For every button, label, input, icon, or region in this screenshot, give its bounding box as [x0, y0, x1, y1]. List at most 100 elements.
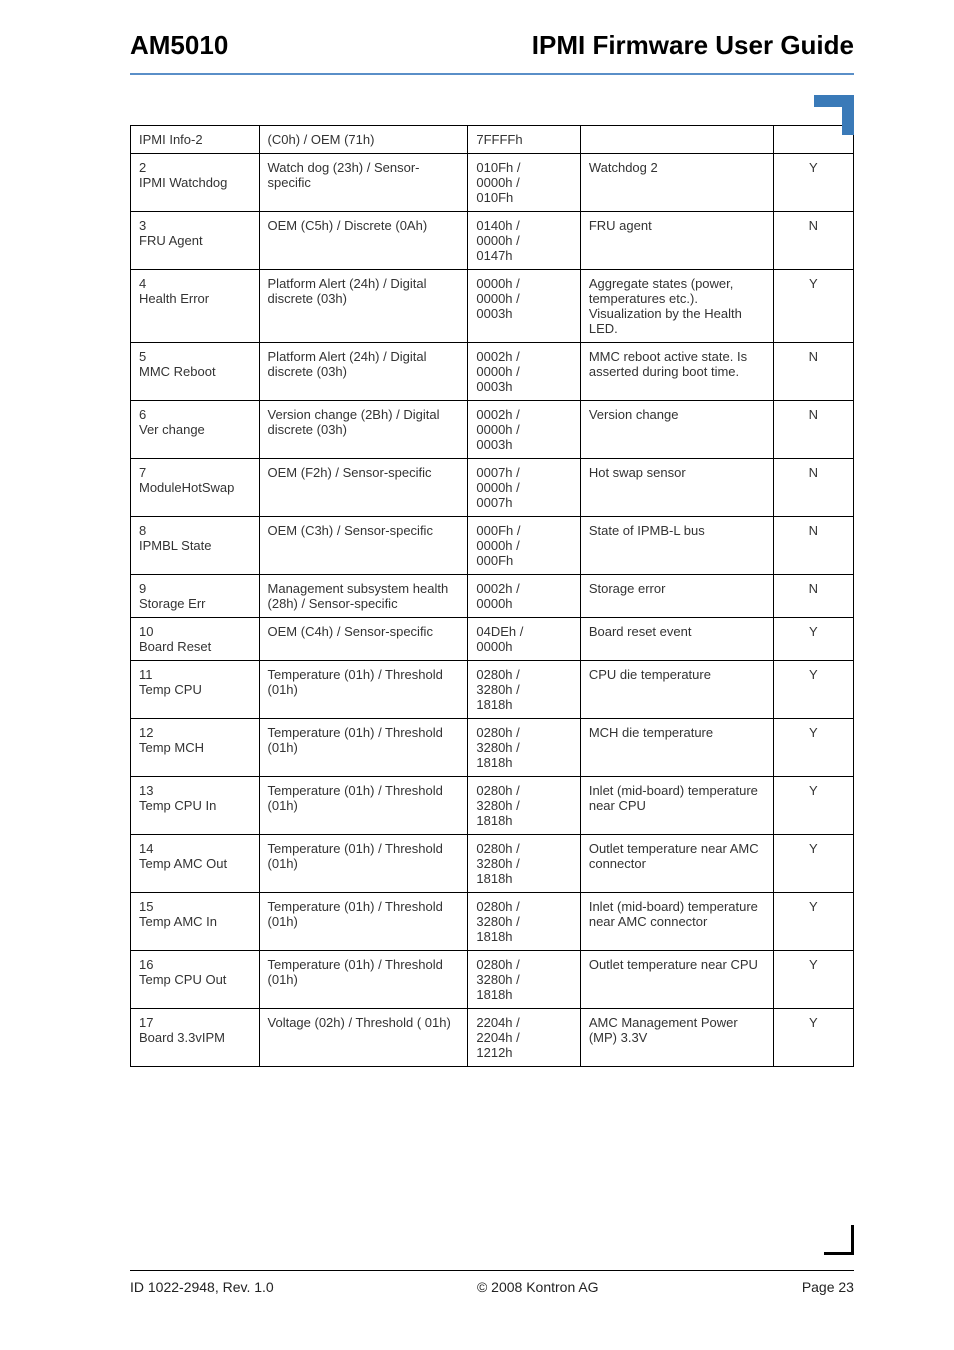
- sensor-name: Ver change: [139, 422, 251, 437]
- sensor-number: 5: [139, 349, 251, 364]
- cell-description: CPU die temperature: [580, 661, 773, 719]
- mask-line: 0000h /: [476, 364, 571, 379]
- mask-line: 1818h: [476, 929, 571, 944]
- mask-line: 0000h: [476, 639, 571, 654]
- cell-description: Inlet (mid-board) temperature near AMC c…: [580, 893, 773, 951]
- sensor-number: 15: [139, 899, 251, 914]
- sensor-number: IPMI Info-2: [139, 132, 251, 147]
- cell-description: MCH die temperature: [580, 719, 773, 777]
- mask-line: 0003h: [476, 306, 571, 321]
- cell-type: Platform Alert (24h) / Digital discrete …: [259, 343, 468, 401]
- cell-type: OEM (C5h) / Discrete (0Ah): [259, 212, 468, 270]
- cell-event: N: [773, 517, 853, 575]
- cell-event: N: [773, 401, 853, 459]
- mask-line: 0000h /: [476, 276, 571, 291]
- mask-line: 0002h /: [476, 581, 571, 596]
- cell-type: Voltage (02h) / Threshold ( 01h): [259, 1009, 468, 1067]
- cell-sensor: 9Storage Err: [131, 575, 260, 618]
- cell-description: Inlet (mid-board) temperature near CPU: [580, 777, 773, 835]
- mask-line: 1818h: [476, 987, 571, 1002]
- cell-sensor: 16Temp CPU Out: [131, 951, 260, 1009]
- sensor-number: 14: [139, 841, 251, 856]
- cell-event: Y: [773, 618, 853, 661]
- mask-line: 2204h /: [476, 1030, 571, 1045]
- cell-event: Y: [773, 154, 853, 212]
- cell-sensor: 10Board Reset: [131, 618, 260, 661]
- cell-event: Y: [773, 1009, 853, 1067]
- cell-type: (C0h) / OEM (71h): [259, 126, 468, 154]
- mask-line: 3280h /: [476, 740, 571, 755]
- cell-sensor: 17Board 3.3vIPM: [131, 1009, 260, 1067]
- sensor-number: 13: [139, 783, 251, 798]
- table-row: 6Ver changeVersion change (2Bh) / Digita…: [131, 401, 854, 459]
- mask-line: 000Fh /: [476, 523, 571, 538]
- mask-line: 0000h /: [476, 480, 571, 495]
- mask-line: 0000h /: [476, 233, 571, 248]
- cell-sensor: 5MMC Reboot: [131, 343, 260, 401]
- cell-description: MMC reboot active state. Is asserted dur…: [580, 343, 773, 401]
- cell-description: Board reset event: [580, 618, 773, 661]
- cell-sensor: 4Health Error: [131, 270, 260, 343]
- sensor-name: Health Error: [139, 291, 251, 306]
- cell-type: Temperature (01h) / Threshold (01h): [259, 835, 468, 893]
- corner-decoration-top: [814, 95, 854, 135]
- cell-event: Y: [773, 835, 853, 893]
- cell-description: Storage error: [580, 575, 773, 618]
- cell-event: N: [773, 343, 853, 401]
- cell-mask: 0280h /3280h /1818h: [468, 661, 580, 719]
- mask-line: 0147h: [476, 248, 571, 263]
- cell-mask: 0007h /0000h /0007h: [468, 459, 580, 517]
- cell-mask: 2204h /2204h /1212h: [468, 1009, 580, 1067]
- cell-mask: 0002h /0000h: [468, 575, 580, 618]
- table-row: 17Board 3.3vIPMVoltage (02h) / Threshold…: [131, 1009, 854, 1067]
- sensor-number: 3: [139, 218, 251, 233]
- mask-line: 0002h /: [476, 349, 571, 364]
- cell-mask: 0280h /3280h /1818h: [468, 777, 580, 835]
- mask-line: 000Fh: [476, 553, 571, 568]
- cell-description: Aggregate states (power, temperatures et…: [580, 270, 773, 343]
- cell-type: Management subsystem health (28h) / Sens…: [259, 575, 468, 618]
- sensor-table: IPMI Info-2(C0h) / OEM (71h)7FFFFh2IPMI …: [130, 125, 854, 1067]
- table-row: 16Temp CPU OutTemperature (01h) / Thresh…: [131, 951, 854, 1009]
- page-header: AM5010 IPMI Firmware User Guide: [130, 30, 854, 75]
- table-body: IPMI Info-2(C0h) / OEM (71h)7FFFFh2IPMI …: [131, 126, 854, 1067]
- mask-line: 1212h: [476, 1045, 571, 1060]
- cell-description: Version change: [580, 401, 773, 459]
- mask-line: 0280h /: [476, 667, 571, 682]
- mask-line: 04DEh /: [476, 624, 571, 639]
- cell-sensor: 3FRU Agent: [131, 212, 260, 270]
- sensor-number: 4: [139, 276, 251, 291]
- mask-line: 0003h: [476, 437, 571, 452]
- cell-event: Y: [773, 270, 853, 343]
- cell-type: Watch dog (23h) / Sensor-specific: [259, 154, 468, 212]
- mask-line: 0000h /: [476, 538, 571, 553]
- mask-line: 0003h: [476, 379, 571, 394]
- mask-line: 010Fh /: [476, 160, 571, 175]
- sensor-name: Temp MCH: [139, 740, 251, 755]
- cell-mask: 04DEh /0000h: [468, 618, 580, 661]
- table-row: 12Temp MCHTemperature (01h) / Threshold …: [131, 719, 854, 777]
- footer-copyright: © 2008 Kontron AG: [477, 1279, 599, 1295]
- cell-description: FRU agent: [580, 212, 773, 270]
- cell-sensor: 6Ver change: [131, 401, 260, 459]
- table-row: 14Temp AMC OutTemperature (01h) / Thresh…: [131, 835, 854, 893]
- table-row: 3FRU AgentOEM (C5h) / Discrete (0Ah)0140…: [131, 212, 854, 270]
- mask-line: 0280h /: [476, 783, 571, 798]
- cell-event: N: [773, 459, 853, 517]
- header-title: IPMI Firmware User Guide: [532, 30, 854, 61]
- mask-line: 0007h: [476, 495, 571, 510]
- sensor-number: 6: [139, 407, 251, 422]
- mask-line: 010Fh: [476, 190, 571, 205]
- cell-mask: 7FFFFh: [468, 126, 580, 154]
- sensor-name: IPMBL State: [139, 538, 251, 553]
- sensor-name: Temp CPU Out: [139, 972, 251, 987]
- cell-sensor: 15Temp AMC In: [131, 893, 260, 951]
- mask-line: 0280h /: [476, 957, 571, 972]
- mask-line: 7FFFFh: [476, 132, 571, 147]
- mask-line: 3280h /: [476, 856, 571, 871]
- sensor-number: 17: [139, 1015, 251, 1030]
- cell-sensor: 11Temp CPU: [131, 661, 260, 719]
- sensor-number: 16: [139, 957, 251, 972]
- cell-sensor: 14Temp AMC Out: [131, 835, 260, 893]
- sensor-name: FRU Agent: [139, 233, 251, 248]
